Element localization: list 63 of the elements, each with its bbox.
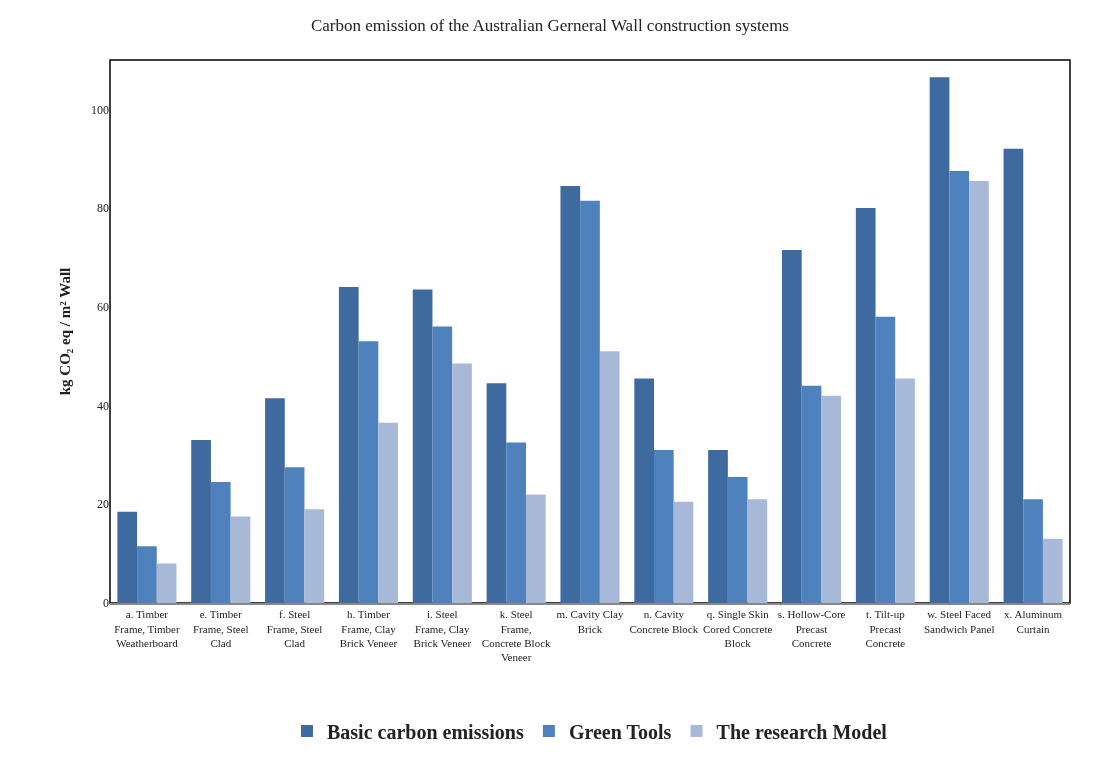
y-tick-label: 60: [97, 300, 109, 315]
y-tick-label: 100: [91, 102, 109, 117]
y-tick-label: 80: [97, 201, 109, 216]
x-tick-label: n. Cavity Concrete Block: [629, 608, 699, 635]
bar: [599, 351, 620, 603]
bar: [855, 208, 876, 603]
bar: [284, 467, 305, 603]
y-axis-title: kg CO₂ eq / m² Wall: [57, 267, 73, 396]
bar: [654, 449, 674, 603]
y-tick-label: 0: [103, 596, 109, 611]
bar: [708, 449, 728, 603]
bar: [506, 442, 526, 603]
legend-label: Green Tools: [568, 720, 672, 743]
x-tick-label: m. Cavity Clay Brick: [556, 608, 624, 635]
bar: [1023, 499, 1043, 603]
bar: [929, 77, 950, 603]
bar: [580, 200, 600, 603]
bar: [304, 509, 325, 603]
bar: [156, 563, 177, 603]
bar: [526, 494, 546, 603]
x-tick-label: a. Timber Frame, Timber Weatherboard: [114, 608, 180, 649]
bar: [412, 289, 433, 603]
bar: [358, 341, 379, 603]
bar: [265, 398, 285, 603]
bar: [230, 516, 251, 603]
x-tick-label: h. Timber Frame, Clay Brick Veneer: [339, 608, 398, 649]
x-tick-label: f. Steel Frame, Steel Clad: [266, 608, 323, 649]
bar: [338, 287, 359, 603]
bar: [782, 250, 802, 603]
bar: [1003, 148, 1024, 603]
x-tick-label: k. Steel Frame, Concrete Block Veneer: [481, 608, 552, 664]
bar: [747, 499, 768, 603]
x-tick-label: w. Steel Faced Sandwich Panel: [923, 608, 995, 635]
x-tick-label: i. Steel Frame, Clay Brick Veneer: [413, 608, 472, 649]
legend-label: Basic carbon emissions: [327, 720, 524, 743]
bar: [378, 422, 398, 603]
x-tick-label: q. Single Skin Cored Concrete Block: [703, 608, 773, 649]
bar: [801, 385, 822, 603]
x-tick-label: x. Aluminum Curtain: [1004, 608, 1063, 635]
legend-label: The research Model: [716, 720, 888, 743]
bar: [969, 180, 989, 603]
bar: [137, 546, 157, 603]
bar: [432, 326, 453, 603]
y-tick-label: 20: [97, 497, 109, 512]
bar: [634, 378, 654, 603]
bar: [210, 482, 231, 603]
bar: [191, 440, 211, 603]
bar: [673, 501, 694, 603]
bar: [895, 378, 915, 603]
bar: [875, 316, 896, 603]
bar: [117, 511, 138, 603]
x-tick-label: t. Tilt-up Precast Concrete: [865, 608, 906, 649]
x-tick-label: e. Timber Frame, Steel Clad: [192, 608, 249, 649]
bar: [1042, 538, 1063, 603]
bar: [949, 171, 970, 603]
y-tick-label: 40: [97, 398, 109, 413]
x-tick-label: s. Hollow-Core Precast Concrete: [777, 608, 846, 649]
bar: [560, 185, 581, 603]
bar: [727, 477, 748, 603]
bar: [821, 395, 842, 603]
bar: [486, 383, 507, 603]
bar: [452, 363, 472, 603]
chart-title: Carbon emission of the Australian Gerneral Wall construction systems: [310, 16, 790, 36]
